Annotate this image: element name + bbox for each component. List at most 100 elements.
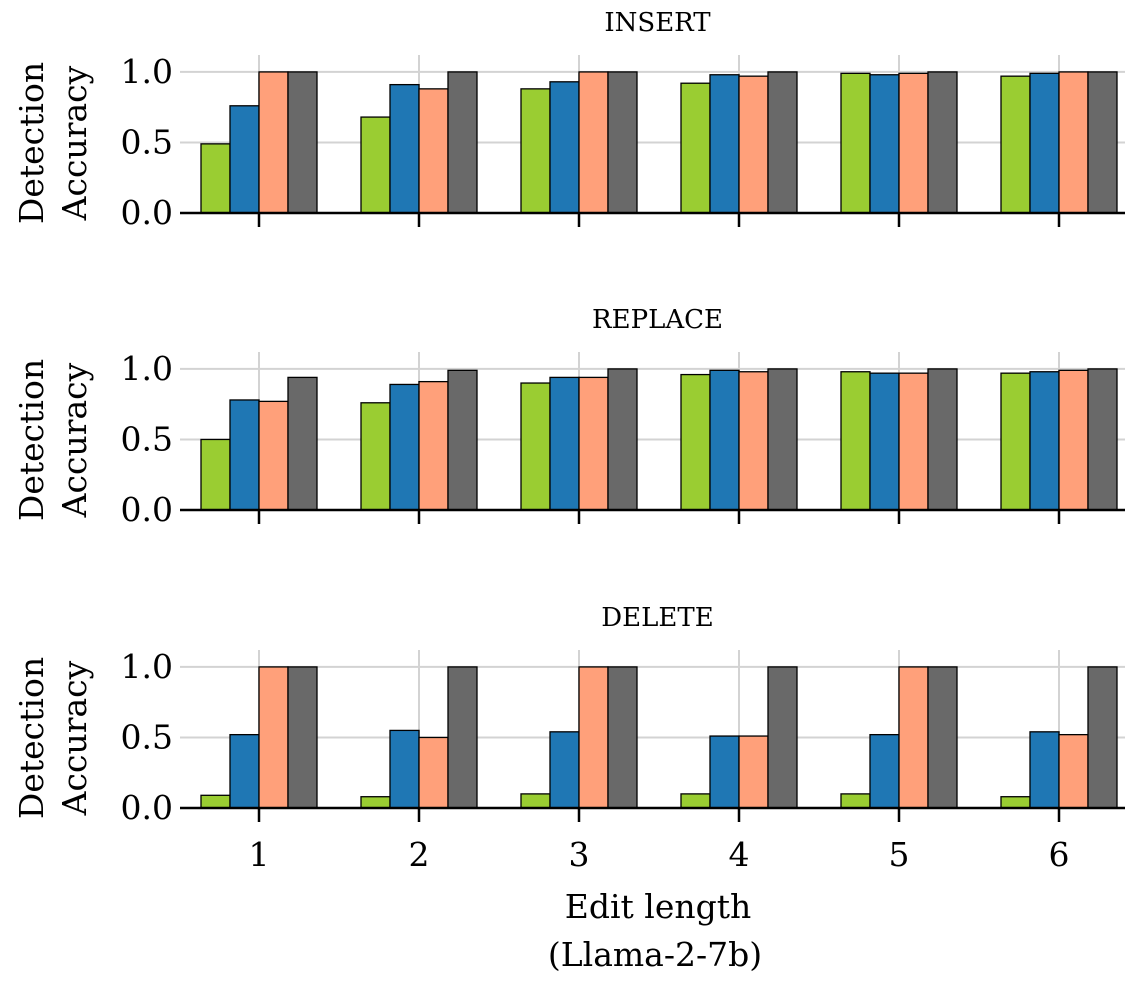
x-tick-label: 2 xyxy=(409,835,430,874)
bar-series-1-cat-6 xyxy=(1000,372,1031,511)
bar-series-2-cat-6 xyxy=(1029,731,1060,809)
bar-series-2-cat-5 xyxy=(869,372,900,511)
panel-title: INSERT xyxy=(604,8,711,38)
bar-series-4-cat-2 xyxy=(447,666,478,809)
bar-series-1-cat-1 xyxy=(200,794,231,809)
bar-series-4-cat-4 xyxy=(767,71,798,214)
y-tick-label: 1.0 xyxy=(121,349,173,388)
bar-series-1-cat-1 xyxy=(200,143,231,214)
bar-series-1-cat-4 xyxy=(680,793,711,809)
bar-series-4-cat-6 xyxy=(1087,666,1118,809)
bar-series-2-cat-2 xyxy=(389,729,420,809)
bar-series-1-cat-5 xyxy=(840,371,871,511)
bar-series-1-cat-2 xyxy=(360,116,391,214)
bar-series-3-cat-5 xyxy=(898,666,929,809)
bar-series-3-cat-3 xyxy=(578,666,609,809)
bar-series-4-cat-2 xyxy=(447,369,478,511)
bar-series-2-cat-6 xyxy=(1029,371,1060,511)
y-tick-label: 0.0 xyxy=(121,788,173,827)
bar-series-4-cat-5 xyxy=(927,71,958,214)
bar-series-1-cat-3 xyxy=(520,793,551,809)
bar-series-1-cat-2 xyxy=(360,402,391,511)
bar-series-3-cat-1 xyxy=(258,666,289,809)
x-tick-label: 1 xyxy=(249,835,270,874)
bar-series-4-cat-4 xyxy=(767,666,798,809)
y-axis-label-line: Detection xyxy=(12,359,51,521)
y-tick-label: 0.5 xyxy=(121,419,173,458)
bar-series-1-cat-5 xyxy=(840,793,871,809)
y-tick-label: 1.0 xyxy=(121,52,173,91)
bar-series-2-cat-4 xyxy=(709,735,740,809)
bar-series-4-cat-5 xyxy=(927,368,958,511)
x-axis-sublabel: (Llama-2-7b) xyxy=(548,935,762,974)
x-tick-label: 4 xyxy=(729,835,750,874)
bar-series-1-cat-2 xyxy=(360,796,391,809)
panel-insert: 0.0 0.5 1.0 INSERT Detection Accuracy xyxy=(12,8,1125,232)
y-axis-label-line: Detection xyxy=(12,657,51,819)
bar-series-4-cat-5 xyxy=(927,666,958,809)
bar-series-3-cat-2 xyxy=(418,88,449,214)
bar-series-3-cat-4 xyxy=(738,75,769,214)
x-axis-label: Edit length xyxy=(565,887,752,926)
bar-series-1-cat-3 xyxy=(520,88,551,214)
y-axis-label-line: Accuracy xyxy=(55,660,94,816)
bar-series-4-cat-2 xyxy=(447,71,478,214)
bar-series-4-cat-6 xyxy=(1087,368,1118,511)
bar-series-3-cat-5 xyxy=(898,372,929,511)
bar-series-4-cat-1 xyxy=(287,376,318,511)
bar-series-3-cat-3 xyxy=(578,71,609,214)
y-tick-label: 0.0 xyxy=(121,490,173,529)
y-axis-label-line: Detection xyxy=(12,62,51,224)
bar-series-2-cat-4 xyxy=(709,369,740,511)
bar-series-2-cat-5 xyxy=(869,733,900,809)
bar-series-3-cat-6 xyxy=(1058,733,1089,809)
bar-series-3-cat-1 xyxy=(258,71,289,214)
bar-series-2-cat-3 xyxy=(549,731,580,809)
y-axis-label-line: Accuracy xyxy=(55,65,94,221)
bar-series-2-cat-1 xyxy=(229,105,260,214)
panel-replace: 0.0 0.5 1.0 REPLACE Detection Accuracy xyxy=(12,305,1125,529)
bar-series-1-cat-3 xyxy=(520,382,551,511)
bar-series-3-cat-6 xyxy=(1058,71,1089,214)
bar-series-4-cat-1 xyxy=(287,666,318,809)
bar-series-4-cat-1 xyxy=(287,71,318,214)
bar-series-1-cat-6 xyxy=(1000,796,1031,809)
bar-series-4-cat-3 xyxy=(607,71,638,214)
bar-series-4-cat-6 xyxy=(1087,71,1118,214)
bar-series-3-cat-2 xyxy=(418,380,449,511)
bar-series-1-cat-4 xyxy=(680,82,711,214)
bar-series-2-cat-3 xyxy=(549,81,580,214)
panel-title: REPLACE xyxy=(592,305,723,335)
x-tick-label: 5 xyxy=(889,835,910,874)
bar-series-3-cat-2 xyxy=(418,736,449,809)
bar-series-2-cat-3 xyxy=(549,376,580,511)
y-tick-label: 0.0 xyxy=(121,193,173,232)
y-tick-label: 0.5 xyxy=(121,717,173,756)
bar-series-3-cat-1 xyxy=(258,400,289,511)
bar-series-2-cat-1 xyxy=(229,399,260,511)
bar-series-2-cat-2 xyxy=(389,383,420,511)
bar-series-4-cat-4 xyxy=(767,368,798,511)
bar-series-1-cat-4 xyxy=(680,373,711,511)
bar-series-1-cat-1 xyxy=(200,438,231,511)
panel-title: DELETE xyxy=(601,603,713,633)
y-tick-label: 1.0 xyxy=(121,647,173,686)
y-tick-label: 0.5 xyxy=(121,122,173,161)
bar-series-2-cat-4 xyxy=(709,74,740,214)
bar-series-4-cat-3 xyxy=(607,666,638,809)
bar-series-2-cat-1 xyxy=(229,733,260,809)
bar-series-3-cat-3 xyxy=(578,376,609,511)
x-tick-label: 6 xyxy=(1049,835,1070,874)
bar-series-3-cat-6 xyxy=(1058,369,1089,511)
bar-series-1-cat-6 xyxy=(1000,75,1031,214)
bar-series-2-cat-5 xyxy=(869,74,900,214)
bar-series-4-cat-3 xyxy=(607,368,638,511)
y-axis-label-line: Accuracy xyxy=(55,362,94,518)
bar-series-2-cat-6 xyxy=(1029,72,1060,214)
bar-series-1-cat-5 xyxy=(840,72,871,214)
x-tick-label: 3 xyxy=(569,835,590,874)
bar-series-3-cat-4 xyxy=(738,371,769,511)
panel-delete: 1 2 3 4 5 6 0.0 0.5 1.0 DELETE Detection Accuracy xyxy=(12,603,1125,874)
